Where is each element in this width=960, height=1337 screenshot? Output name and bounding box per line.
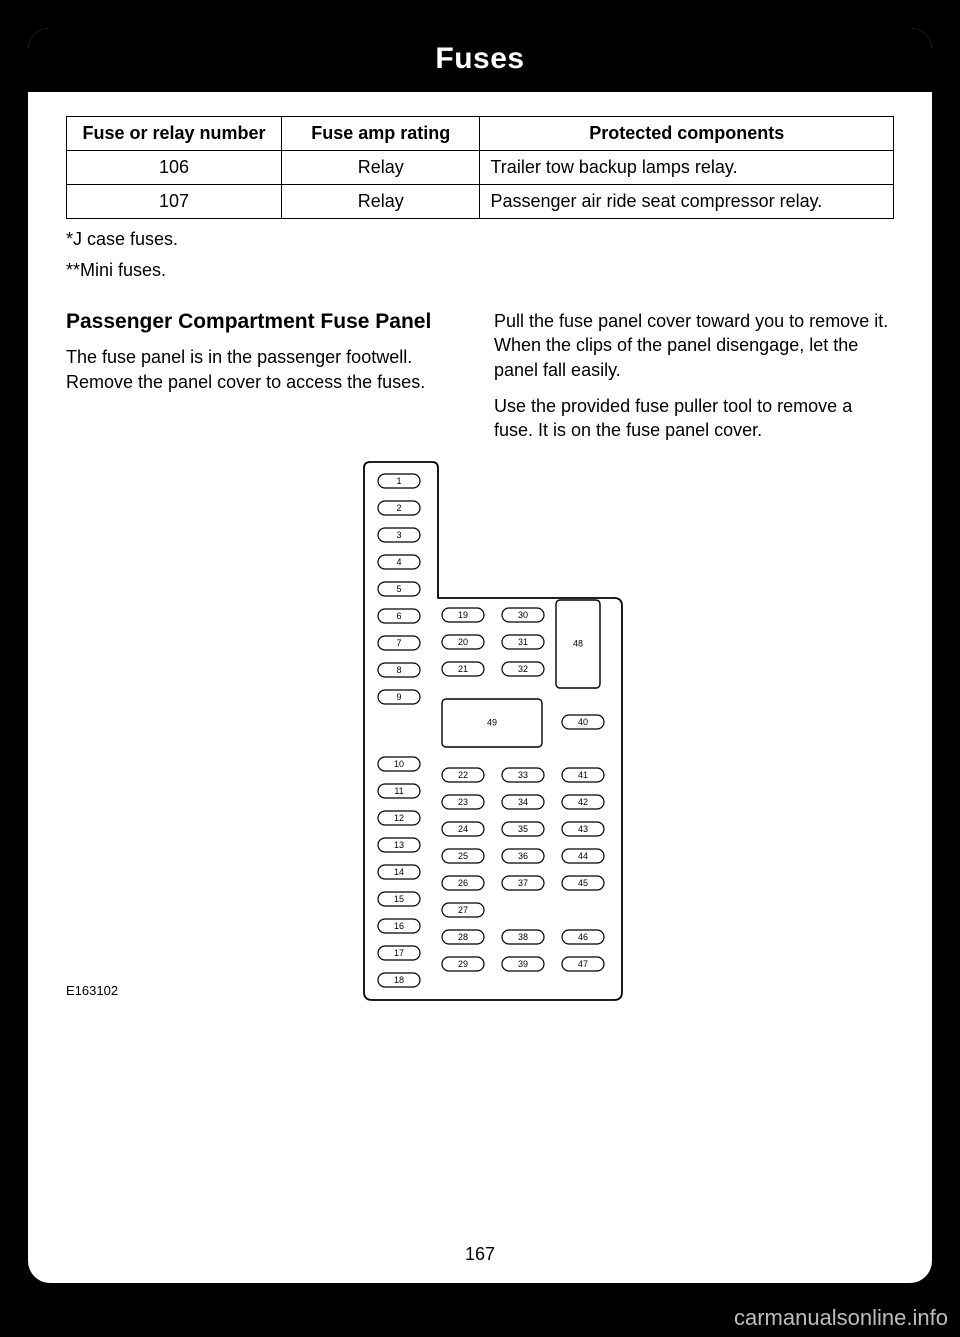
svg-text:49: 49 [487, 718, 497, 728]
svg-text:28: 28 [458, 932, 468, 942]
svg-text:10: 10 [394, 759, 404, 769]
table-notes: *J case fuses. **Mini fuses. [66, 229, 894, 281]
diagram-id-label: E163102 [66, 983, 118, 998]
svg-text:7: 7 [396, 638, 401, 648]
svg-text:2: 2 [396, 503, 401, 513]
svg-text:27: 27 [458, 905, 468, 915]
body-paragraph: Use the provided fuse puller tool to rem… [494, 394, 894, 443]
th-fuse-number: Fuse or relay number [67, 117, 282, 151]
cell: Relay [282, 185, 480, 219]
svg-text:18: 18 [394, 975, 404, 985]
svg-text:1: 1 [396, 476, 401, 486]
svg-text:34: 34 [518, 797, 528, 807]
fuse-table: Fuse or relay number Fuse amp rating Pro… [66, 116, 894, 219]
body-paragraph: Pull the fuse panel cover toward you to … [494, 309, 894, 382]
svg-text:44: 44 [578, 851, 588, 861]
svg-text:14: 14 [394, 867, 404, 877]
svg-text:40: 40 [578, 717, 588, 727]
svg-text:42: 42 [578, 797, 588, 807]
svg-text:19: 19 [458, 610, 468, 620]
svg-text:26: 26 [458, 878, 468, 888]
two-column-layout: Passenger Compartment Fuse Panel The fus… [66, 309, 894, 454]
cell: 106 [67, 151, 282, 185]
svg-text:29: 29 [458, 959, 468, 969]
body-paragraph: The fuse panel is in the passenger footw… [66, 345, 466, 394]
table-row: 107 Relay Passenger air ride seat compre… [67, 185, 894, 219]
svg-text:3: 3 [396, 530, 401, 540]
svg-text:43: 43 [578, 824, 588, 834]
svg-text:25: 25 [458, 851, 468, 861]
svg-text:4: 4 [396, 557, 401, 567]
svg-text:9: 9 [396, 692, 401, 702]
svg-text:41: 41 [578, 770, 588, 780]
svg-text:6: 6 [396, 611, 401, 621]
svg-text:35: 35 [518, 824, 528, 834]
section-heading: Passenger Compartment Fuse Panel [66, 309, 466, 335]
cell: Relay [282, 151, 480, 185]
svg-text:31: 31 [518, 637, 528, 647]
th-amp-rating: Fuse amp rating [282, 117, 480, 151]
svg-text:13: 13 [394, 840, 404, 850]
svg-text:8: 8 [396, 665, 401, 675]
svg-text:46: 46 [578, 932, 588, 942]
note: **Mini fuses. [66, 260, 894, 281]
svg-text:45: 45 [578, 878, 588, 888]
svg-text:39: 39 [518, 959, 528, 969]
content-area: Fuse or relay number Fuse amp rating Pro… [28, 92, 932, 1020]
svg-text:5: 5 [396, 584, 401, 594]
svg-text:23: 23 [458, 797, 468, 807]
svg-text:36: 36 [518, 851, 528, 861]
svg-text:21: 21 [458, 664, 468, 674]
fuse-panel-diagram: 1234567891011121314151617181920213031324… [346, 460, 636, 1004]
page-number: 167 [28, 1244, 932, 1265]
watermark: carmanualsonline.info [734, 1305, 948, 1331]
right-column: Pull the fuse panel cover toward you to … [494, 309, 894, 454]
table-row: 106 Relay Trailer tow backup lamps relay… [67, 151, 894, 185]
svg-text:30: 30 [518, 610, 528, 620]
page-title: Fuses [28, 28, 932, 92]
svg-text:20: 20 [458, 637, 468, 647]
svg-text:48: 48 [573, 639, 583, 649]
svg-text:38: 38 [518, 932, 528, 942]
svg-text:33: 33 [518, 770, 528, 780]
fuse-diagram-wrap: E163102 12345678910111213141516171819202… [66, 460, 894, 1020]
svg-text:15: 15 [394, 894, 404, 904]
svg-text:32: 32 [518, 664, 528, 674]
svg-text:16: 16 [394, 921, 404, 931]
cell: Trailer tow backup lamps relay. [480, 151, 894, 185]
svg-text:37: 37 [518, 878, 528, 888]
svg-text:24: 24 [458, 824, 468, 834]
svg-text:12: 12 [394, 813, 404, 823]
note: *J case fuses. [66, 229, 894, 250]
left-column: Passenger Compartment Fuse Panel The fus… [66, 309, 466, 454]
svg-text:11: 11 [394, 786, 403, 796]
svg-text:47: 47 [578, 959, 588, 969]
cell: 107 [67, 185, 282, 219]
cell: Passenger air ride seat compressor relay… [480, 185, 894, 219]
th-protected: Protected components [480, 117, 894, 151]
svg-text:17: 17 [394, 948, 404, 958]
page-frame: Fuses Fuse or relay number Fuse amp rati… [28, 28, 932, 1283]
svg-text:22: 22 [458, 770, 468, 780]
